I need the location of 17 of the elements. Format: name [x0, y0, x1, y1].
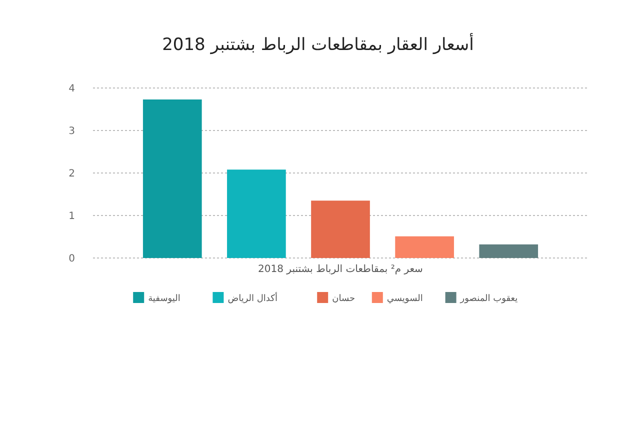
bar: [311, 200, 370, 258]
legend-label: اليوسفية: [148, 294, 180, 304]
y-tick-label: 3: [68, 126, 75, 137]
bar: [142, 99, 202, 258]
bar: [479, 244, 538, 258]
y-tick-label: 4: [68, 84, 75, 94]
legend-label: يعقوب المنصور: [459, 294, 518, 304]
legend-label: أكدال الرياض: [228, 292, 278, 304]
y-tick-label: 1: [68, 211, 75, 222]
bar: [227, 170, 286, 258]
x-tick-label: سعر م² بمقاطعات الرباط بشتنبر 2018: [258, 264, 423, 275]
chart-title: أسعار العقار بمقاطعات الرباط بشتنبر 2018: [162, 33, 474, 55]
y-tick-label: 2: [68, 168, 75, 180]
y-tick-label: 0: [68, 254, 75, 264]
bar: [395, 236, 454, 258]
legend-label: حسان: [332, 294, 356, 304]
legend-label: السويسي: [386, 294, 423, 304]
